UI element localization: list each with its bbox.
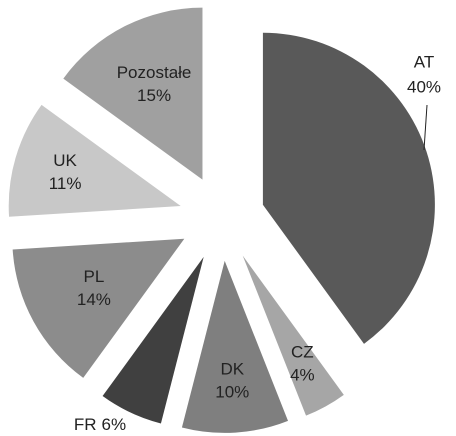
slice-name: UK <box>53 151 77 170</box>
pie-slice <box>181 260 289 433</box>
slice-value: 10% <box>215 383 249 402</box>
pie-slice <box>242 255 344 416</box>
slice-value: 6% <box>102 415 127 434</box>
pie-slice <box>63 7 203 180</box>
slice-value: 4% <box>290 366 315 385</box>
slice-name: FR <box>74 415 97 434</box>
slice-name: PL <box>83 267 104 286</box>
slice-name: AT <box>414 52 434 71</box>
pie-slice <box>8 104 181 217</box>
slice-name: CZ <box>291 343 314 362</box>
slice-value: 11% <box>49 174 82 193</box>
slice-name: Pozostałe <box>117 63 192 82</box>
slice-value: 15% <box>137 86 171 105</box>
leader-line <box>423 104 428 151</box>
pie-slice <box>102 256 204 424</box>
slice-value: 40% <box>407 77 441 96</box>
pie-slice <box>12 238 185 378</box>
pie-slice <box>262 32 435 344</box>
slice-value: 14% <box>77 290 111 309</box>
slice-label: FR 6% <box>74 415 126 434</box>
slice-name: DK <box>220 360 244 379</box>
